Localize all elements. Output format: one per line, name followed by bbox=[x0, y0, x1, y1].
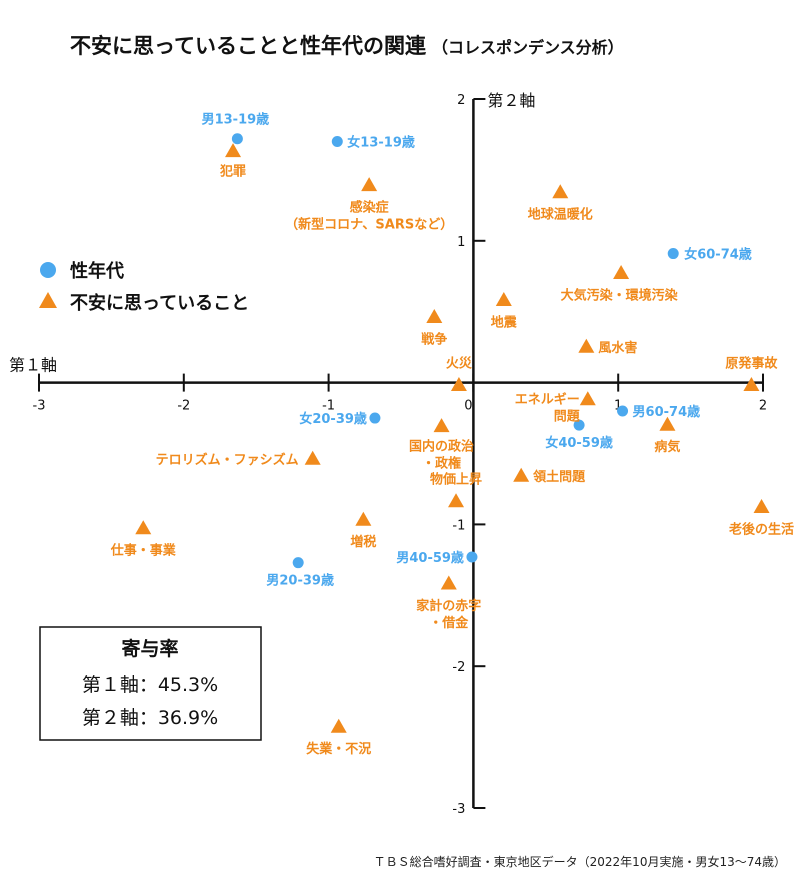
legend-marker-circle bbox=[40, 262, 56, 278]
point-label: 物価上昇 bbox=[430, 472, 482, 488]
point-label-line: ・借金 bbox=[429, 615, 469, 631]
point-triangle bbox=[578, 338, 595, 353]
point-label-line: （新型コロナ、SARSなど） bbox=[285, 216, 453, 232]
point-circle bbox=[617, 405, 629, 417]
chart-subtitle: （コレスポンデンス分析） bbox=[432, 38, 624, 57]
point-label: 地震 bbox=[491, 314, 518, 330]
contribution-box: 寄与率 第１軸：45.3% 第２軸：36.9% bbox=[39, 626, 262, 741]
y-tick-label: -1 bbox=[452, 518, 465, 533]
point-label: 病気 bbox=[654, 439, 680, 455]
point-label: 女40-59歳 bbox=[545, 435, 613, 451]
point-label: 大気汚染・環境汚染 bbox=[561, 287, 679, 303]
y-tick-label: -3 bbox=[452, 802, 465, 817]
point-triangle bbox=[448, 493, 465, 508]
contribution-axis2: 第２軸：36.9% bbox=[82, 707, 218, 729]
x-tick-label: 0 bbox=[464, 399, 472, 414]
point-triangle bbox=[579, 391, 596, 406]
point-triangle bbox=[304, 450, 321, 465]
chart-title: 不安に思っていることと性年代の関連 （コレスポンデンス分析） bbox=[70, 34, 624, 58]
point-triangle bbox=[450, 377, 467, 392]
point-triangle bbox=[355, 511, 372, 526]
point-label: 失業・不況 bbox=[306, 741, 371, 757]
point-label-line: 国内の政治 bbox=[409, 439, 474, 455]
point-label: 風水害 bbox=[598, 340, 637, 356]
point-label-line: ・政権 bbox=[422, 456, 461, 472]
point-triangle bbox=[135, 520, 152, 535]
contribution-box-frame bbox=[39, 626, 262, 741]
y-axis-title: 第２軸 bbox=[487, 91, 535, 110]
point-label: 家計の赤字・借金 bbox=[416, 598, 481, 631]
point-label: 火災 bbox=[446, 356, 473, 371]
point-circle bbox=[667, 248, 679, 260]
point-label: 国内の政治・政権 bbox=[409, 439, 474, 472]
axes: -3 -2 -1 0 1 2 2 1 -1 -2 -3 第１軸 第２軸 bbox=[9, 91, 767, 817]
legend-label-demographics: 性年代 bbox=[70, 260, 124, 282]
point-triangle bbox=[513, 467, 530, 482]
y-tick-label: 1 bbox=[457, 235, 465, 250]
point-circle bbox=[231, 133, 243, 145]
legend-marker-triangle bbox=[39, 292, 57, 308]
contribution-axis1: 第１軸：45.3% bbox=[82, 674, 218, 696]
y-tick-label: 2 bbox=[457, 93, 465, 108]
point-triangle bbox=[433, 418, 450, 433]
point-triangle bbox=[330, 718, 347, 733]
point-triangle bbox=[753, 498, 770, 513]
point-label: 戦争 bbox=[421, 331, 447, 347]
x-tick-label: 2 bbox=[759, 399, 767, 414]
point-label: 男20-39歳 bbox=[266, 573, 334, 589]
point-label: 男13-19歳 bbox=[202, 112, 270, 128]
x-tick-label: 1 bbox=[614, 399, 622, 414]
legend-label-anxieties: 不安に思っていること bbox=[70, 292, 249, 314]
point-label: 仕事・事業 bbox=[110, 543, 177, 559]
point-label: テロリズム・ファシズム bbox=[156, 452, 299, 468]
point-circle bbox=[466, 551, 478, 563]
point-label: 女20-39歳 bbox=[299, 411, 367, 427]
legend: 性年代 不安に思っていること bbox=[39, 260, 249, 314]
point-label: 感染症（新型コロナ、SARSなど） bbox=[285, 199, 453, 232]
point-label: 女13-19歳 bbox=[347, 135, 415, 151]
point-triangle bbox=[743, 377, 760, 392]
point-triangle bbox=[659, 416, 676, 431]
point-label-line: エネルギー bbox=[515, 392, 580, 408]
point-label: 犯罪 bbox=[219, 163, 246, 179]
point-triangle bbox=[426, 308, 443, 323]
point-triangle bbox=[440, 575, 457, 590]
source-note: ＴＢＳ総合嗜好調査・東京地区データ（2022年10月実施・男女13～74歳） bbox=[374, 854, 786, 869]
point-circle bbox=[292, 557, 304, 569]
point-label: 老後の生活 bbox=[728, 521, 794, 537]
point-label: 原発事故 bbox=[725, 355, 778, 371]
point-triangle bbox=[225, 143, 242, 158]
chart-title-main: 不安に思っていることと性年代の関連 bbox=[70, 34, 427, 58]
point-circle bbox=[369, 412, 381, 424]
point-label: 領土問題 bbox=[533, 469, 586, 485]
point-triangle bbox=[361, 177, 378, 192]
point-label: 男60-74歳 bbox=[633, 404, 701, 420]
point-label: 女60-74歳 bbox=[684, 247, 752, 263]
point-circle bbox=[331, 136, 343, 148]
point-label-line: 家計の赤字 bbox=[416, 598, 481, 614]
x-tick-label: -3 bbox=[33, 399, 46, 414]
point-triangle bbox=[552, 184, 569, 199]
contribution-title: 寄与率 bbox=[121, 637, 178, 660]
point-triangle bbox=[613, 265, 630, 280]
x-tick-label: -1 bbox=[322, 399, 335, 414]
point-triangle bbox=[495, 291, 512, 306]
x-tick-label: -2 bbox=[177, 399, 190, 414]
point-label-line: 問題 bbox=[554, 410, 581, 425]
y-tick-label: -2 bbox=[452, 660, 465, 675]
point-circle bbox=[573, 419, 585, 431]
x-axis-title: 第１軸 bbox=[9, 356, 57, 375]
point-label: エネルギー問題 bbox=[515, 392, 581, 425]
point-label: 増税 bbox=[350, 534, 376, 550]
point-label: 地球温暖化 bbox=[528, 207, 593, 223]
point-label-line: 感染症 bbox=[350, 199, 389, 215]
point-label: 男40-59歳 bbox=[396, 550, 464, 566]
